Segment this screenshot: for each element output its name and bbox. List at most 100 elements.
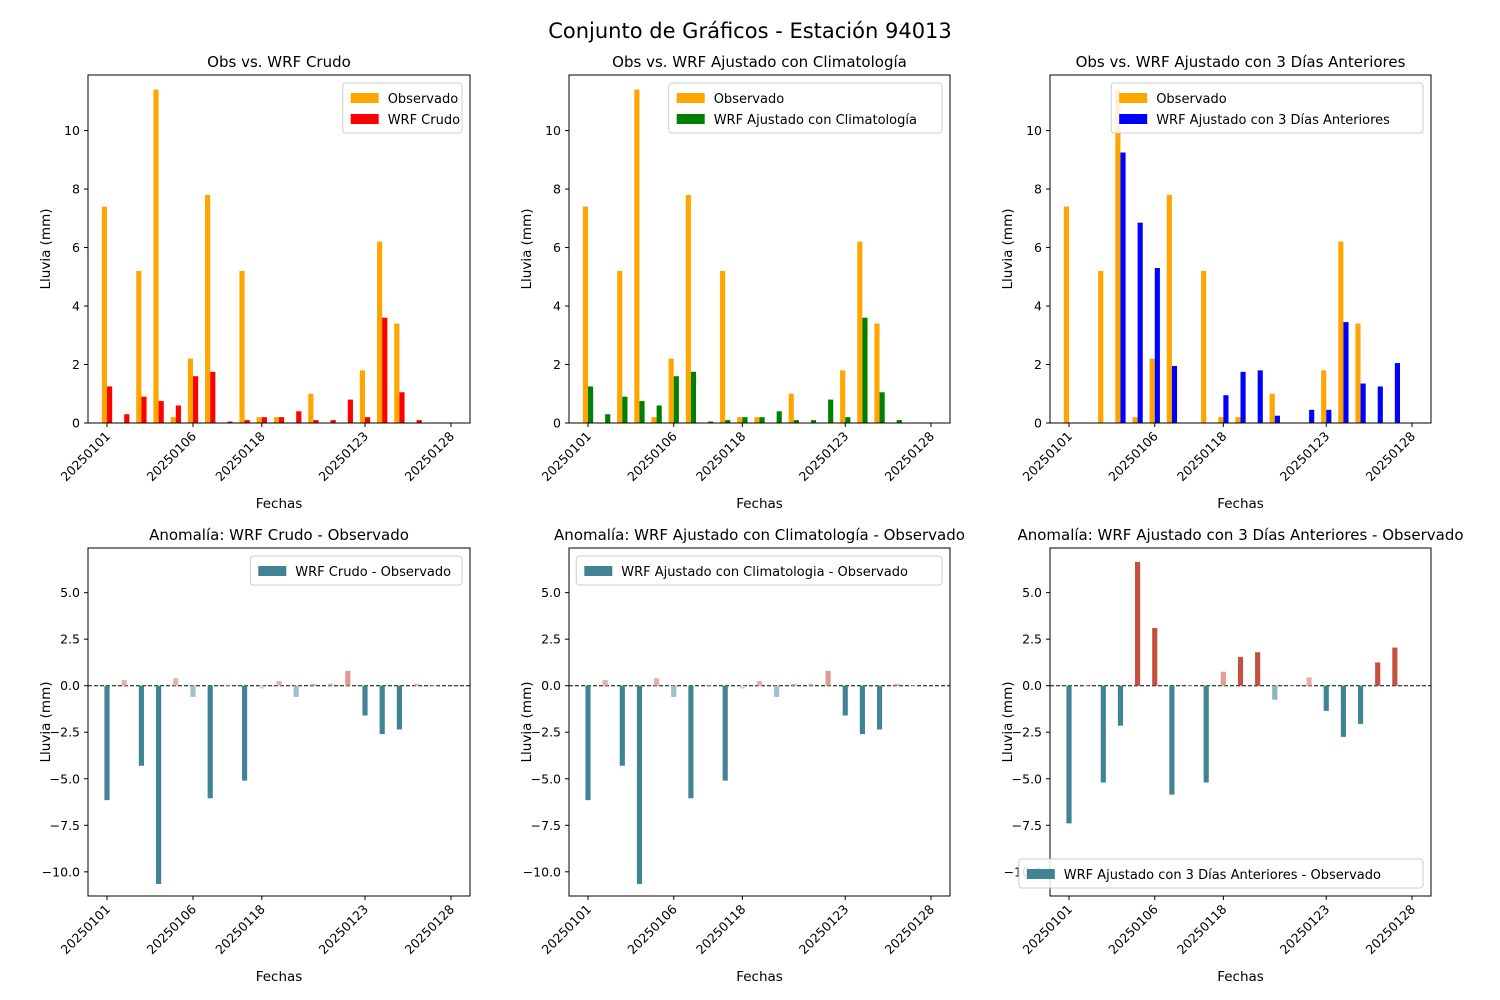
legend: Observado WRF Ajustado con 3 Días Anterio… bbox=[1110, 82, 1424, 134]
bar bbox=[754, 417, 760, 423]
bar bbox=[617, 270, 623, 423]
plot-frame bbox=[1049, 74, 1432, 424]
legend-box bbox=[575, 555, 943, 586]
bar bbox=[911, 685, 917, 687]
bar bbox=[1098, 270, 1104, 423]
x-tick-label: 20250128 bbox=[402, 428, 458, 484]
legend-box bbox=[1018, 858, 1424, 889]
legend-swatch bbox=[1119, 114, 1148, 124]
bar bbox=[1360, 383, 1366, 423]
x-tick-label: 20250101 bbox=[58, 902, 114, 958]
x-tick-label: 20250101 bbox=[539, 429, 595, 485]
legend: WRF Ajustado con Climatologia - Observad… bbox=[575, 555, 943, 586]
bar bbox=[725, 420, 731, 423]
bar bbox=[379, 685, 385, 735]
legend-label: WRF Ajustado con 3 Días Anteriores bbox=[1156, 113, 1390, 128]
bar bbox=[671, 685, 677, 697]
bar bbox=[416, 420, 422, 423]
y-tick-label: 2.5 bbox=[1022, 632, 1042, 647]
legend-label: WRF Ajustado con 3 Días Anteriores - Obs… bbox=[1064, 868, 1381, 883]
y-tick-label: −2.5 bbox=[531, 725, 561, 740]
y-tick-label: 10 bbox=[1026, 123, 1042, 138]
y-tick-label: 2 bbox=[1034, 357, 1042, 372]
panel-title: Obs vs. WRF Ajustado con Climatología bbox=[612, 53, 907, 71]
bar bbox=[1115, 89, 1121, 423]
bar bbox=[187, 358, 193, 423]
x-tick-label: 20250123 bbox=[796, 902, 852, 958]
legend-label: WRF Crudo - Observado bbox=[295, 565, 451, 580]
x-tick-label: 20250123 bbox=[316, 429, 372, 485]
bar bbox=[104, 685, 110, 801]
bar bbox=[636, 685, 643, 884]
bar bbox=[207, 685, 213, 799]
bar bbox=[365, 417, 371, 423]
bar bbox=[396, 685, 402, 730]
bar bbox=[1357, 685, 1364, 724]
x-axis-label: Fechas bbox=[1217, 969, 1264, 985]
legend-swatch bbox=[676, 114, 705, 124]
bar bbox=[685, 194, 691, 423]
y-tick-label: 5.0 bbox=[60, 585, 80, 600]
y-tick-label: 5.0 bbox=[541, 585, 561, 600]
bar bbox=[688, 685, 694, 799]
bar bbox=[1343, 322, 1349, 423]
x-tick-label: 20250118 bbox=[1174, 428, 1230, 484]
y-tick-label: 8 bbox=[553, 182, 561, 197]
bar bbox=[1377, 386, 1383, 423]
x-tick-label: 20250128 bbox=[882, 428, 938, 484]
bar bbox=[739, 685, 745, 689]
bar bbox=[1306, 677, 1312, 686]
y-tick-label: 0.0 bbox=[541, 678, 561, 693]
legend-label: Observado bbox=[1156, 92, 1227, 107]
bar bbox=[1201, 270, 1207, 423]
x-tick-label: 20250118 bbox=[212, 901, 268, 957]
plot-frame bbox=[568, 547, 951, 897]
y-tick-label: 0 bbox=[72, 416, 80, 431]
y-tick-label: 0.0 bbox=[60, 678, 80, 693]
legend-swatch bbox=[1026, 869, 1055, 879]
bar bbox=[656, 405, 662, 423]
y-tick-label: −10.0 bbox=[42, 864, 80, 879]
bar bbox=[690, 371, 697, 423]
bar bbox=[840, 370, 846, 423]
bar bbox=[156, 685, 162, 884]
x-tick-label: 20250106 bbox=[1105, 428, 1161, 484]
bar bbox=[862, 317, 868, 423]
y-tick-label: −5.0 bbox=[531, 771, 561, 786]
bar bbox=[210, 371, 216, 423]
x-tick-label: 20250106 bbox=[1105, 901, 1161, 957]
legend-box bbox=[1110, 82, 1424, 134]
bar bbox=[138, 685, 144, 766]
bar bbox=[259, 685, 265, 689]
bar bbox=[313, 420, 319, 423]
bar bbox=[651, 417, 657, 423]
legend-swatch bbox=[350, 114, 379, 124]
bar bbox=[1223, 395, 1229, 423]
bar bbox=[742, 417, 748, 423]
bar bbox=[242, 685, 248, 781]
legend: Observado WRF Ajustado con Climatología bbox=[668, 82, 943, 134]
legend-label: WRF Ajustado con Climatología bbox=[714, 113, 917, 128]
bar bbox=[1355, 323, 1361, 423]
bar bbox=[828, 399, 834, 423]
bar bbox=[1154, 268, 1160, 423]
bar bbox=[1394, 363, 1400, 423]
bar bbox=[759, 417, 765, 423]
bar bbox=[1257, 370, 1263, 423]
bar bbox=[634, 89, 640, 423]
bar bbox=[874, 323, 880, 423]
bar bbox=[1240, 371, 1246, 423]
bar bbox=[894, 683, 900, 686]
bar bbox=[791, 683, 797, 686]
y-tick-label: −2.5 bbox=[50, 725, 80, 740]
y-axis-label: Lluvia (mm) bbox=[1000, 209, 1016, 290]
x-tick-label: 20250128 bbox=[402, 901, 458, 957]
bar bbox=[362, 685, 368, 716]
plot-frame bbox=[87, 547, 471, 897]
bar bbox=[239, 270, 245, 423]
legend-label: WRF Crudo bbox=[388, 113, 460, 128]
bar bbox=[605, 414, 611, 423]
bar bbox=[879, 392, 885, 423]
chart-panel-4: Anomalía: WRF Crudo - Observado −10.0 −7.5… bbox=[38, 526, 471, 985]
y-tick-label: 2 bbox=[72, 357, 80, 372]
